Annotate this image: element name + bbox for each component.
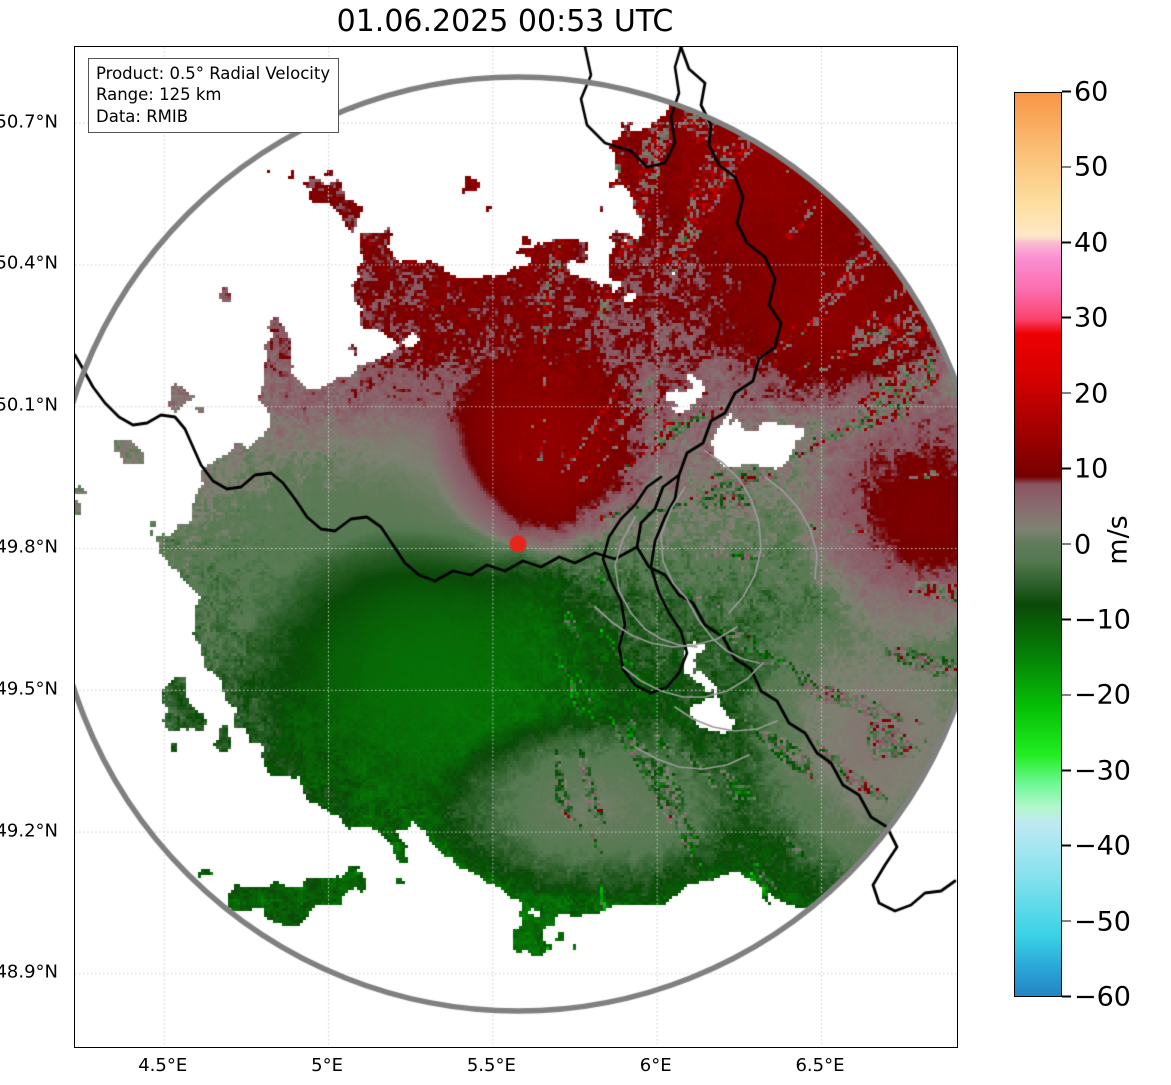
colorbar-tick-0: 60	[1062, 77, 1108, 108]
page-title: 01.06.2025 00:53 UTC	[336, 4, 674, 39]
colorbar-tick-label-8: −20	[1074, 679, 1131, 711]
velocity-colorbar	[1014, 92, 1062, 997]
colorbar-tick-label-6: 0	[1074, 529, 1092, 560]
longitude-axis-labels: 4.5°E 5°E 5.5°E 6°E 6.5°E	[0, 1055, 1000, 1085]
colorbar-tick-label-3: 30	[1074, 302, 1109, 334]
colorbar-tick-2: 40	[1062, 227, 1108, 258]
colorbar-tick-label-10: −40	[1074, 830, 1131, 862]
colorbar-tick-10: −40	[1062, 831, 1131, 862]
map-grid-overlay	[75, 47, 957, 1047]
colorbar-gradient	[1015, 93, 1061, 996]
longitude-tick-1: 5°E	[311, 1055, 343, 1076]
colorbar-tick-label-0: 60	[1074, 76, 1109, 108]
latitude-tick-2: 50.1°N	[0, 394, 58, 416]
colorbar-tick-5: 10	[1062, 454, 1108, 485]
colorbar-tick-4: 20	[1062, 378, 1108, 409]
info-data-line: Data: RMIB	[96, 106, 189, 126]
colorbar-tick-label-5: 10	[1074, 453, 1109, 485]
colorbar-tick-label-7: −10	[1074, 604, 1131, 636]
longitude-tick-2: 5.5°E	[466, 1055, 516, 1076]
colorbar-tick-label-4: 20	[1074, 378, 1109, 410]
latitude-tick-1: 50.4°N	[0, 252, 58, 274]
colorbar-tick-label-1: 50	[1074, 151, 1109, 183]
colorbar-tick-3: 30	[1062, 303, 1108, 334]
colorbar-tick-6: 0	[1062, 529, 1091, 560]
latitude-tick-0: 50.7°N	[0, 111, 58, 133]
info-product-line: Product: 0.5° Radial Velocity	[96, 64, 331, 83]
latitude-tick-3: 49.8°N	[0, 536, 58, 558]
colorbar-tick-label-12: −60	[1074, 981, 1131, 1013]
colorbar-tick-label-11: −50	[1074, 906, 1131, 938]
colorbar-unit-label: m/s	[1102, 515, 1134, 565]
colorbar-tick-8: −20	[1062, 680, 1131, 711]
longitude-tick-3: 6°E	[639, 1055, 672, 1076]
latitude-tick-5: 49.2°N	[0, 820, 58, 842]
longitude-tick-4: 6.5°E	[795, 1055, 845, 1076]
colorbar-tick-labels: 60 50 40 30 20 10 0 −10 −20 −30 −40 −50 −60	[1062, 0, 1171, 1081]
colorbar-tick-12: −60	[1062, 982, 1131, 1013]
product-info-box: Product: 0.5° Radial Velocity Range: 125…	[88, 58, 340, 134]
longitude-tick-0: 4.5°E	[138, 1055, 188, 1076]
colorbar-tick-9: −30	[1062, 755, 1131, 786]
colorbar-tick-label-2: 40	[1074, 227, 1109, 259]
radar-plot-area[interactable]: Product: 0.5° Radial Velocity Range: 125…	[74, 46, 958, 1048]
colorbar-tick-label-9: −30	[1074, 755, 1131, 787]
latitude-tick-6: 48.9°N	[0, 961, 58, 983]
colorbar-tick-1: 50	[1062, 152, 1108, 183]
colorbar-tick-11: −50	[1062, 906, 1131, 937]
latitude-axis-labels: 50.7°N 50.4°N 50.1°N 49.8°N 49.5°N 49.2°N 48.9…	[0, 0, 66, 1081]
latitude-tick-4: 49.5°N	[0, 678, 58, 700]
info-range-line: Range: 125 km	[96, 85, 222, 105]
colorbar-tick-7: −10	[1062, 604, 1131, 635]
